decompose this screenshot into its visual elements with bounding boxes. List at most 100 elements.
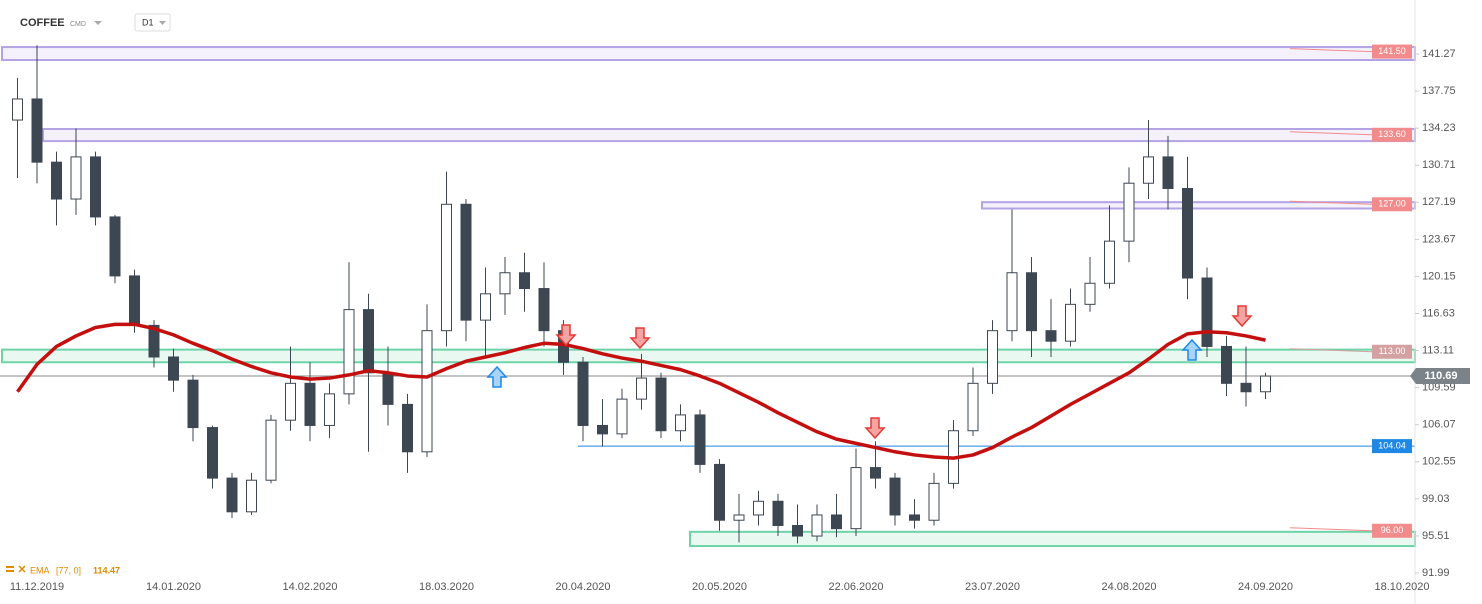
- symbol-group: CMD: [70, 21, 86, 28]
- indicator-legend: EMA [77, 0] 114.47: [6, 565, 120, 575]
- candle-body: [187, 379, 199, 429]
- candle-body: [909, 514, 920, 521]
- level-connector: [1289, 527, 1373, 532]
- candle-body: [1065, 303, 1076, 342]
- candle-body: [343, 309, 355, 395]
- x-tick-label: 20.05.2020: [692, 581, 747, 593]
- candle-body: [324, 393, 335, 426]
- ema-line: [16, 322, 1266, 460]
- candle-body: [733, 514, 745, 521]
- candle-body: [421, 330, 433, 453]
- x-tick-label: 22.06.2020: [828, 581, 883, 593]
- x-tick-label: 24.08.2020: [1101, 581, 1156, 593]
- y-tick-label: 106.07: [1422, 419, 1456, 431]
- candle-body: [246, 479, 257, 513]
- candle-body: [1006, 272, 1018, 332]
- candle-body: [616, 398, 628, 435]
- candle-body: [480, 293, 491, 321]
- candle-body: [1084, 282, 1096, 305]
- candle-body: [636, 377, 647, 400]
- candle-body: [1143, 156, 1154, 184]
- y-tick-label: 91.99: [1422, 567, 1450, 579]
- candle-body: [148, 324, 160, 358]
- timeframe-box[interactable]: [134, 13, 171, 32]
- x-tick-label: 11.12.2019: [10, 581, 64, 593]
- candle-body: [792, 525, 803, 537]
- y-tick-label: 137.75: [1422, 85, 1456, 97]
- candle-body: [1026, 272, 1037, 332]
- candle-body: [51, 161, 62, 200]
- level-connector: [1289, 348, 1373, 353]
- y-tick-label: 127.19: [1422, 196, 1456, 208]
- candle-body: [675, 414, 686, 432]
- y-tick-label: 134.23: [1422, 122, 1456, 134]
- level-tag-label: 141.50: [1378, 46, 1406, 56]
- candle-body: [811, 514, 823, 537]
- level-tag-label: 96.00: [1381, 525, 1404, 535]
- candle-body: [402, 403, 413, 453]
- level-zone: [42, 127, 1416, 143]
- x-tick-label: 18.03.2020: [419, 581, 474, 593]
- level-tag: [1372, 44, 1412, 59]
- candle-body: [655, 377, 667, 432]
- candle-body: [129, 275, 140, 326]
- candle-body: [577, 361, 589, 426]
- candle-body: [460, 203, 472, 321]
- candle-body: [538, 288, 550, 332]
- timeframe[interactable]: D1: [142, 17, 154, 27]
- candle-body: [12, 98, 23, 121]
- indicator-value: 114.47: [93, 565, 120, 575]
- level-connector: [1289, 131, 1373, 136]
- candle-body: [850, 467, 862, 530]
- candle-body: [1240, 382, 1252, 393]
- candle-body: [226, 477, 238, 513]
- candle-body: [1201, 277, 1213, 347]
- candle-body: [519, 272, 530, 290]
- candle-body: [1260, 375, 1271, 393]
- candle-body: [597, 424, 608, 435]
- candle-body: [90, 156, 101, 218]
- level-tag-label: 133.60: [1378, 129, 1406, 139]
- candle-body: [831, 514, 842, 530]
- candle-body: [1221, 345, 1232, 384]
- candle-body: [1123, 182, 1135, 242]
- candle-body: [382, 372, 394, 405]
- candle-body: [1182, 187, 1193, 279]
- symbol-dropdown[interactable]: [94, 21, 102, 25]
- level-tag: [1372, 197, 1412, 212]
- x-tick-label: 14.01.2020: [146, 581, 201, 593]
- x-tick-label: 23.07.2020: [965, 581, 1020, 593]
- y-tick-label: 116.63: [1422, 307, 1455, 319]
- candle-body: [889, 477, 901, 516]
- candle-body: [304, 382, 316, 426]
- y-tick-label: 99.03: [1422, 493, 1450, 505]
- candle-body: [967, 382, 979, 432]
- candle-body: [109, 216, 121, 277]
- indicator-params: [77, 0]: [56, 565, 81, 575]
- candle-body: [207, 427, 218, 479]
- candle-body: [1104, 240, 1115, 284]
- y-tick-label: 141.27: [1422, 48, 1456, 60]
- indicator-name: EMA: [30, 565, 50, 575]
- timeframe-dropdown[interactable]: [159, 21, 166, 25]
- candle-body: [31, 98, 43, 163]
- candle-body: [363, 309, 374, 374]
- x-tick-label: 14.02.2020: [282, 581, 337, 593]
- y-tick-label: 130.71: [1422, 159, 1456, 171]
- candle-body: [714, 463, 725, 521]
- y-tick-label: 109.59: [1422, 382, 1456, 394]
- candle-body: [441, 203, 452, 332]
- x-tick-label: 20.04.2020: [555, 581, 610, 593]
- last-price-label: 110.69: [1424, 370, 1457, 382]
- candle-body: [168, 356, 179, 381]
- level-tag-label: 113.00: [1379, 346, 1406, 356]
- level-zone: [1, 46, 1416, 62]
- y-tick-label: 102.55: [1422, 456, 1456, 468]
- y-tick-label: 113.11: [1422, 344, 1454, 356]
- candle-body: [265, 419, 277, 481]
- last-price-tag: [1410, 368, 1470, 385]
- symbol[interactable]: COFFEE: [20, 17, 65, 29]
- x-tick-label: 24.09.2020: [1238, 581, 1293, 593]
- x-tick-label: 18.10.2020: [1374, 581, 1429, 593]
